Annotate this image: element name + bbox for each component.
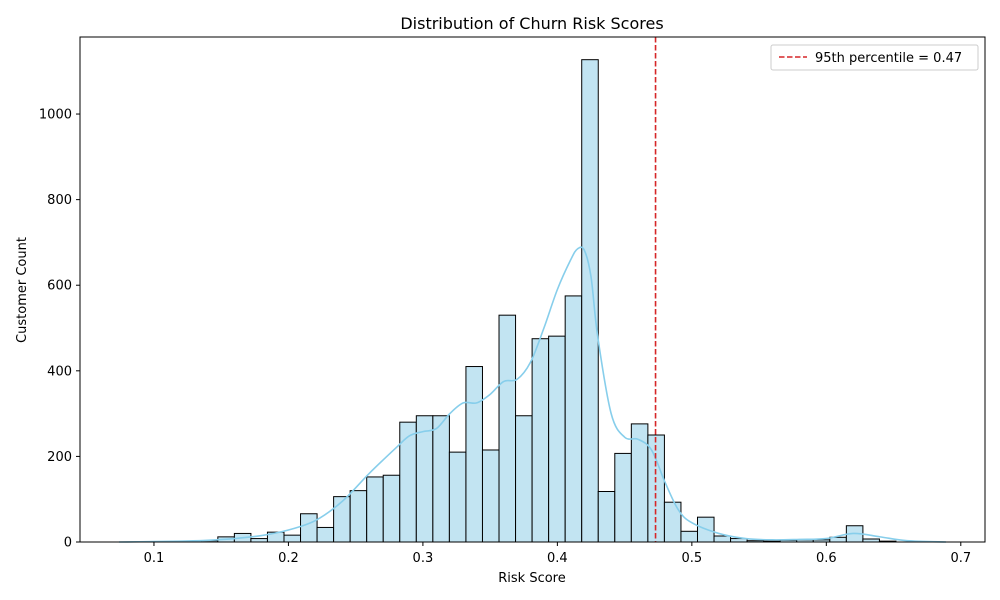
- histogram-bar: [399, 421, 417, 543]
- histogram-bar: [300, 513, 318, 543]
- histogram-bar: [481, 449, 500, 543]
- histogram-bars: [200, 59, 897, 543]
- histogram-bar: [564, 295, 583, 543]
- histogram-bar: [333, 496, 351, 543]
- histogram-bar: [663, 501, 682, 543]
- histogram-bar: [630, 423, 649, 543]
- kde-curve: [118, 246, 947, 543]
- histogram-bar: [515, 415, 533, 543]
- y-tick-label: 200: [47, 450, 72, 465]
- histogram-bar: [366, 476, 384, 543]
- x-axis-ticks: 0.1 0.2 0.3 0.4 0.5 0.6 0.7: [144, 542, 971, 566]
- x-tick-label: 0.4: [547, 551, 568, 566]
- histogram-bar: [680, 530, 698, 543]
- legend: 95th percentile = 0.47: [770, 44, 979, 71]
- histogram-bar: [465, 366, 483, 543]
- kde-curve-group: [118, 246, 947, 543]
- chart-title: Distribution of Churn Risk Scores: [400, 14, 663, 33]
- legend-box: [770, 44, 979, 71]
- y-axis-ticks: 0 200 400 600 800 1000: [39, 108, 80, 551]
- y-tick-label: 0: [64, 536, 72, 551]
- y-tick-label: 600: [47, 279, 72, 294]
- histogram-bar: [432, 415, 450, 543]
- histogram-bar: [597, 491, 616, 543]
- x-tick-label: 0.6: [816, 551, 837, 566]
- histogram-bar: [316, 526, 335, 543]
- x-axis-label: Risk Score: [498, 571, 566, 586]
- histogram-bar: [349, 490, 368, 543]
- histogram-bar: [415, 415, 434, 543]
- y-tick-label: 1000: [39, 108, 72, 123]
- histogram-bar: [614, 452, 632, 543]
- y-axis-label: Customer Count: [15, 237, 30, 343]
- y-tick-label: 800: [47, 193, 72, 208]
- histogram-bar: [283, 534, 302, 543]
- histogram-bar: [581, 59, 599, 543]
- legend-label-reference-line: 95th percentile = 0.47: [815, 51, 962, 66]
- histogram-bar: [531, 338, 550, 543]
- x-tick-label: 0.1: [144, 551, 165, 566]
- histogram-bar: [250, 538, 268, 543]
- x-tick-label: 0.7: [950, 551, 971, 566]
- y-tick-label: 400: [47, 364, 72, 379]
- histogram-bar: [713, 535, 732, 543]
- histogram-bar: [448, 451, 467, 543]
- x-tick-label: 0.2: [278, 551, 299, 566]
- x-tick-label: 0.5: [682, 551, 703, 566]
- histogram-bar: [382, 474, 401, 543]
- x-tick-label: 0.3: [413, 551, 434, 566]
- plot-frame: [79, 36, 986, 543]
- histogram-bar: [548, 335, 566, 543]
- histogram-bar: [498, 314, 517, 543]
